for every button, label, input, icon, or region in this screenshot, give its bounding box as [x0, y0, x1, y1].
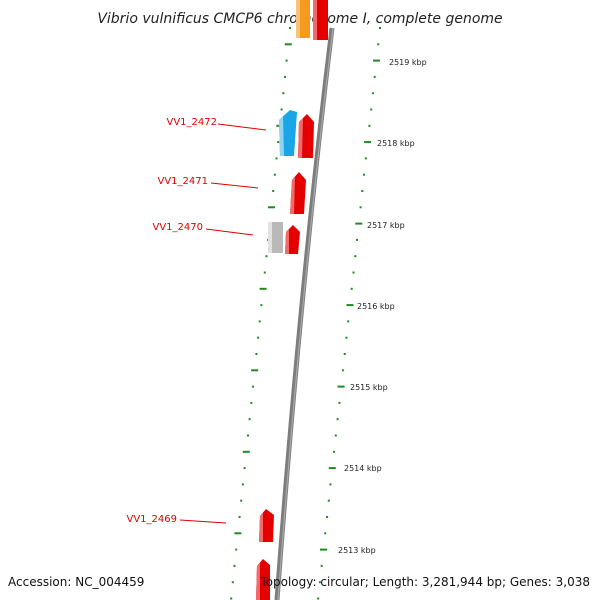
- inner-ring-minor-tick: [284, 75, 286, 78]
- inner-ring-minor-tick: [289, 27, 291, 29]
- outer-ring-minor-tick: [368, 124, 371, 127]
- outer-ring-minor-tick: [327, 499, 330, 502]
- gene-red-bottom[interactable]: [256, 559, 270, 600]
- outer-ring-minor-tick: [354, 255, 357, 258]
- inner-ring-minor-tick: [257, 336, 260, 339]
- outer-ring-minor-tick: [345, 336, 348, 339]
- inner-ring-minor-tick: [233, 564, 236, 567]
- inner-ring-minor-tick: [231, 581, 234, 584]
- inner-tick-ring: [230, 27, 292, 600]
- inner-ring-minor-tick: [280, 108, 283, 111]
- outer-ring-minor-tick: [373, 75, 376, 78]
- outer-ring-minor-tick: [318, 581, 321, 584]
- outer-ring-major-tick: [346, 304, 354, 307]
- inner-ring-minor-tick: [241, 483, 244, 486]
- kbp-label-2516: 2516 kbp: [357, 302, 395, 311]
- kbp-label-2518: 2518 kbp: [377, 139, 415, 148]
- outer-ring-minor-tick: [361, 190, 364, 192]
- outer-ring-minor-tick: [320, 564, 323, 567]
- outer-ring-minor-tick: [343, 353, 346, 355]
- inner-ring-minor-tick: [252, 385, 254, 388]
- inner-ring-minor-tick: [247, 434, 249, 437]
- gene-label-vv1-2472[interactable]: VV1_2472: [167, 117, 218, 128]
- kbp-label-2517: 2517 kbp: [367, 221, 405, 230]
- outer-ring-major-tick: [364, 141, 372, 144]
- kbp-label-2519: 2519 kbp: [389, 58, 427, 67]
- inner-ring-minor-tick: [273, 173, 276, 176]
- outer-ring-major-tick: [355, 222, 363, 225]
- inner-ring-minor-tick: [250, 401, 253, 404]
- outer-ring-minor-tick: [377, 43, 380, 46]
- inner-ring-major-tick: [259, 287, 267, 290]
- kbp-label-2514: 2514 kbp: [344, 464, 382, 473]
- gene-orange-top[interactable]: [296, 0, 310, 38]
- outer-ring-minor-tick: [336, 418, 339, 421]
- genome-summary-text: Topology: circular; Length: 3,281,944 bp…: [259, 575, 590, 589]
- outer-ring-minor-tick: [317, 597, 320, 600]
- gene-label-vv1-2469[interactable]: VV1_2469: [127, 514, 178, 525]
- inner-ring-major-tick: [234, 532, 242, 535]
- outer-ring-minor-tick: [379, 27, 381, 29]
- inner-ring-minor-tick: [248, 418, 251, 421]
- inner-ring-minor-tick: [243, 467, 246, 470]
- gene-label-vv1-2471[interactable]: VV1_2471: [158, 176, 209, 187]
- outer-ring-major-tick: [337, 385, 345, 388]
- outer-tick-ring: [317, 27, 381, 600]
- outer-ring-minor-tick: [324, 532, 327, 535]
- inner-ring-minor-tick: [282, 92, 285, 95]
- outer-ring-major-tick: [328, 467, 336, 470]
- outer-ring-minor-tick: [350, 287, 353, 290]
- outer-ring-minor-tick: [341, 369, 344, 372]
- gene-red-2472[interactable]: [298, 114, 314, 158]
- gene-grey-2470[interactable]: [268, 222, 283, 253]
- inner-ring-minor-tick: [230, 597, 233, 600]
- outer-ring-minor-tick: [347, 320, 350, 323]
- inner-ring-minor-tick: [238, 516, 241, 518]
- outer-ring-major-tick: [320, 548, 327, 551]
- chromosome-backbone: [274, 27, 335, 600]
- inner-ring-major-tick: [242, 450, 250, 453]
- inner-ring-major-tick: [284, 43, 292, 46]
- kbp-label-2513: 2513 kbp: [338, 546, 376, 555]
- inner-ring-minor-tick: [235, 548, 238, 551]
- outer-ring-minor-tick: [364, 157, 367, 160]
- outer-ring-minor-tick: [352, 271, 355, 274]
- gene-red-2469[interactable]: [259, 509, 274, 542]
- outer-ring-minor-tick: [326, 516, 328, 518]
- outer-ring-minor-tick: [371, 92, 374, 95]
- outer-ring-minor-tick: [356, 238, 358, 241]
- inner-ring-minor-tick: [265, 255, 268, 258]
- outer-ring-minor-tick: [333, 450, 336, 453]
- outer-ring-minor-tick: [329, 483, 332, 486]
- outer-ring-minor-tick: [359, 206, 362, 209]
- inner-ring-minor-tick: [240, 499, 243, 502]
- inner-ring-minor-tick: [260, 304, 263, 307]
- gene-red-2470[interactable]: [285, 225, 300, 254]
- inner-ring-minor-tick: [285, 59, 288, 62]
- outer-ring-minor-tick: [363, 173, 366, 176]
- inner-ring-minor-tick: [275, 157, 278, 160]
- accession-text: Accession: NC_004459: [8, 575, 144, 589]
- outer-ring-minor-tick: [338, 401, 341, 404]
- inner-ring-minor-tick: [277, 141, 280, 144]
- kbp-label-2515: 2515 kbp: [350, 383, 388, 392]
- gene-blue-2472[interactable]: [279, 110, 297, 156]
- outer-ring-minor-tick: [370, 108, 373, 111]
- gene-label-leaders: [179, 123, 267, 524]
- inner-ring-minor-tick: [255, 353, 258, 355]
- gene-red-top[interactable]: [313, 0, 328, 40]
- inner-ring-minor-tick: [258, 320, 261, 323]
- inner-ring-minor-tick: [263, 271, 266, 274]
- inner-ring-major-tick: [251, 369, 259, 372]
- outer-ring-minor-tick: [334, 434, 337, 437]
- inner-ring-major-tick: [268, 206, 275, 209]
- gene-label-vv1-2470[interactable]: VV1_2470: [153, 222, 204, 233]
- outer-ring-major-tick: [373, 59, 380, 62]
- inner-ring-minor-tick: [272, 190, 275, 192]
- gene-red-2471[interactable]: [290, 172, 306, 214]
